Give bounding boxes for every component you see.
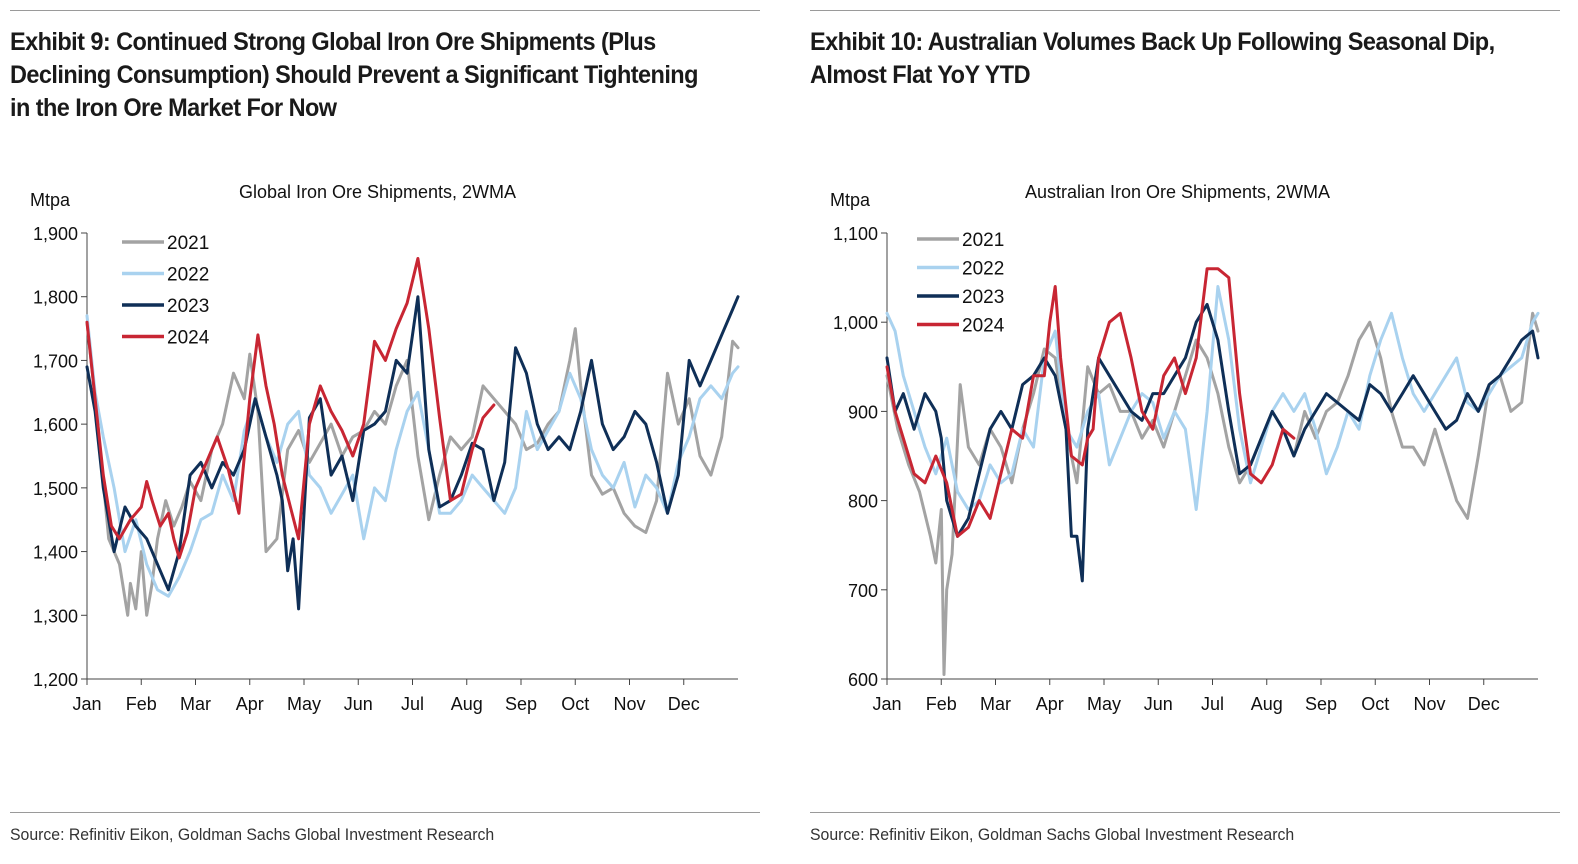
x-tick-label: Jan [872, 694, 901, 714]
source-note: Source: Refinitiv Eikon, Goldman Sachs G… [810, 825, 1295, 844]
exhibit-9-panel: Exhibit 9: Continued Strong Global Iron … [10, 0, 760, 864]
y-tick-label: 600 [848, 670, 878, 690]
x-tick-label: Dec [1468, 694, 1500, 714]
x-tick-label: Dec [668, 694, 700, 714]
australian-shipments-chart: Mtpa Australian Iron Ore Shipments, 2WMA 6… [830, 182, 1540, 714]
series-line-2024 [85, 257, 496, 560]
x-tick-label: Aug [451, 694, 483, 714]
bottom-rule [810, 812, 1560, 813]
x-tick-label: Jul [401, 694, 424, 714]
x-tick-label: Oct [1361, 694, 1389, 714]
series-line-2022 [885, 285, 1540, 511]
y-tick-label: 1,100 [833, 224, 878, 244]
legend-label-2022: 2022 [962, 259, 1004, 280]
x-tick-label: Feb [926, 694, 957, 714]
y-tick-label: 1,300 [33, 606, 78, 626]
top-rule [10, 10, 760, 11]
chart-title: Australian Iron Ore Shipments, 2WMA [1025, 182, 1330, 202]
x-tick-label: May [287, 694, 321, 714]
x-tick-label: Jul [1201, 694, 1224, 714]
x-tick-label: Feb [126, 694, 157, 714]
legend-label-2024: 2024 [962, 316, 1005, 337]
x-tick-label: Oct [561, 694, 589, 714]
legend-label-2023: 2023 [167, 296, 209, 317]
x-tick-label: Nov [613, 694, 645, 714]
top-rule [810, 10, 1560, 11]
series-line-2021 [885, 311, 1540, 676]
legend-label-2022: 2022 [167, 265, 209, 286]
y-axis-label: Mtpa [30, 190, 71, 210]
legend-label-2021: 2021 [167, 233, 209, 254]
series-line-2022 [85, 314, 740, 598]
x-tick-label: Mar [180, 694, 211, 714]
global-shipments-chart: Mtpa Global Iron Ore Shipments, 2WMA 1,200… [30, 182, 740, 714]
exhibit-title: Exhibit 10: Australian Volumes Back Up F… [810, 28, 1495, 89]
exhibit-10-panel: Exhibit 10: Australian Volumes Back Up F… [810, 0, 1560, 864]
legend: 2021 2022 2023 2024 [917, 230, 1005, 337]
series-line-2023 [85, 295, 740, 611]
x-tick-label: Nov [1413, 694, 1445, 714]
y-tick-label: 1,800 [33, 288, 78, 308]
series-line-2024 [885, 267, 1296, 538]
y-tick-label: 1,200 [33, 670, 78, 690]
y-tick-label: 1,700 [33, 351, 78, 371]
legend-label-2021: 2021 [962, 230, 1004, 251]
y-tick-label: 800 [848, 492, 878, 512]
x-tick-label: Sep [505, 694, 537, 714]
y-tick-label: 1,900 [33, 224, 78, 244]
series-line-2021 [85, 320, 740, 617]
x-tick-label: Jan [72, 694, 101, 714]
legend: 2021 2022 2023 2024 [122, 233, 210, 349]
source-note: Source: Refinitiv Eikon, Goldman Sachs G… [10, 825, 495, 844]
legend-label-2024: 2024 [167, 328, 210, 349]
y-tick-label: 1,000 [833, 313, 878, 333]
x-tick-label: May [1087, 694, 1121, 714]
x-tick-label: Mar [980, 694, 1011, 714]
legend-label-2023: 2023 [962, 287, 1004, 308]
series-line-2023 [885, 302, 1540, 583]
x-tick-label: Jun [1144, 694, 1173, 714]
x-tick-label: Sep [1305, 694, 1337, 714]
x-tick-label: Apr [236, 694, 264, 714]
x-tick-label: Aug [1251, 694, 1283, 714]
y-tick-label: 1,500 [33, 479, 78, 499]
y-tick-label: 1,600 [33, 415, 78, 435]
bottom-rule [10, 812, 760, 813]
y-tick-label: 700 [848, 581, 878, 601]
chart-title: Global Iron Ore Shipments, 2WMA [239, 182, 516, 202]
y-tick-label: 1,400 [33, 543, 78, 563]
y-tick-label: 900 [848, 402, 878, 422]
y-axis-label: Mtpa [830, 190, 871, 210]
exhibit-title: Exhibit 9: Continued Strong Global Iron … [10, 28, 698, 122]
x-tick-label: Jun [344, 694, 373, 714]
x-tick-label: Apr [1036, 694, 1064, 714]
